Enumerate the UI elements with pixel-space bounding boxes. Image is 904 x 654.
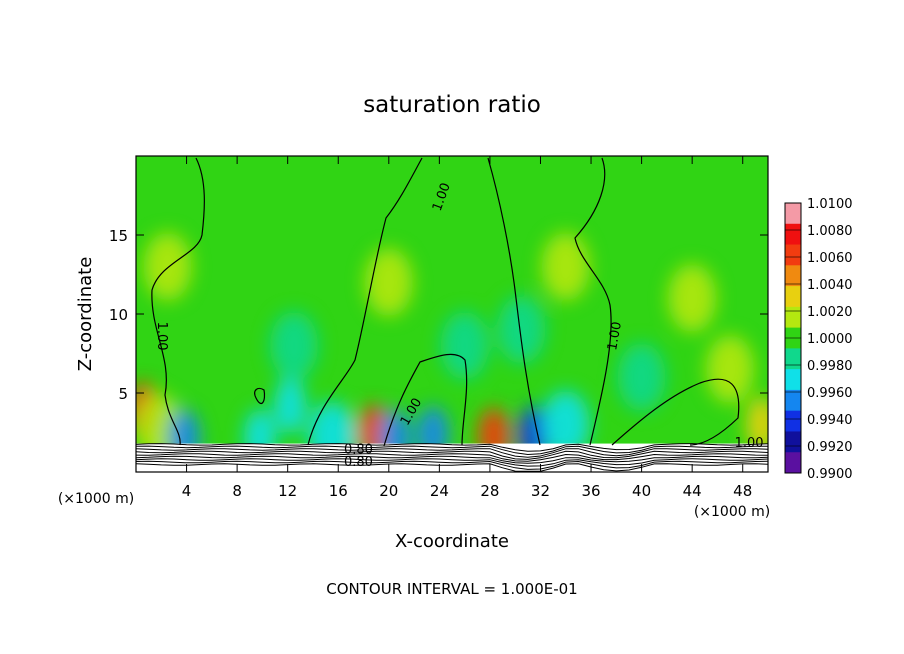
field-anomaly xyxy=(440,311,489,380)
colorbar-swatch xyxy=(785,452,801,474)
colorbar: 1.0100 1.0080 1.0060 1.0040 1.0020 1.0000 0.99… xyxy=(784,197,853,482)
terrain-contour xyxy=(136,450,768,460)
chart-title: saturation ratio xyxy=(363,92,541,118)
colorbar-swatch xyxy=(785,286,801,308)
contour-line xyxy=(487,157,541,446)
x-tick-label: 24 xyxy=(430,482,449,500)
contour-line xyxy=(151,157,205,446)
colorbar-label: 1.0020 xyxy=(807,305,853,320)
colorbar-label: 1.0080 xyxy=(807,224,853,239)
colorbar-swatch xyxy=(785,369,801,391)
colorbar-swatch xyxy=(785,410,801,432)
x-tick-label: 32 xyxy=(531,482,550,500)
plot-area: 1.001.001.001.001.000.800.80 xyxy=(136,156,768,472)
x-tick-label: 36 xyxy=(581,482,600,500)
field-anomaly xyxy=(668,264,717,333)
terrain-contour xyxy=(136,460,768,470)
x-axis: 4 8 12 16 20 24 28 32 36 40 44 48 xyxy=(182,156,752,500)
colorbar-swatch xyxy=(785,203,801,225)
terrain-layer xyxy=(136,443,768,472)
contour-label: 1.00 xyxy=(605,321,625,352)
colorbar-label: 1.0040 xyxy=(807,278,853,293)
contour-line xyxy=(383,353,468,447)
colorbar-swatch xyxy=(785,223,801,246)
y-axis: 5 10 15 xyxy=(109,227,768,403)
x-tick-label: 28 xyxy=(480,482,499,500)
x-unit-label-left: (×1000 m) xyxy=(58,491,134,507)
plot-background xyxy=(136,156,768,472)
contour-label: 0.80 xyxy=(344,442,373,457)
contour-label: 1.00 xyxy=(154,322,169,351)
x-axis-title: X-coordinate xyxy=(395,531,509,552)
colorbar-label: 1.0000 xyxy=(807,332,853,347)
contour-label: 1.00 xyxy=(735,436,764,451)
x-unit-label-right: (×1000 m) xyxy=(694,504,770,520)
y-tick-label: 15 xyxy=(109,227,128,245)
colorbar-swatch xyxy=(785,306,801,329)
contour-line xyxy=(307,157,423,446)
contour-interval-footer: CONTOUR INTERVAL = 1.000E-01 xyxy=(326,580,577,598)
x-tick-label: 16 xyxy=(329,482,348,500)
colorbar-label: 1.0100 xyxy=(807,197,853,212)
field-anomaly xyxy=(541,390,590,459)
x-tick-label: 40 xyxy=(632,482,651,500)
terrain-contour xyxy=(136,453,768,462)
contour-lines xyxy=(151,157,740,447)
terrain-contour xyxy=(136,463,768,472)
colorbar-swatch xyxy=(785,348,801,370)
colorbar-label: 0.9940 xyxy=(807,413,853,428)
field-anomaly xyxy=(143,232,192,301)
contour-line xyxy=(574,157,612,446)
colorbar-swatch xyxy=(785,389,801,412)
colorbar-label: 0.9920 xyxy=(807,440,853,455)
field-anomaly xyxy=(364,248,413,317)
y-axis-title: Z-coordinate xyxy=(75,257,96,372)
colorbar-label: 1.0060 xyxy=(807,251,853,266)
contour-line xyxy=(611,378,740,446)
contour-label: 0.80 xyxy=(344,455,373,470)
y-tick-label: 10 xyxy=(109,306,128,324)
terrain-contour xyxy=(136,443,768,452)
x-tick-label: 12 xyxy=(278,482,297,500)
colorbar-swatch xyxy=(785,265,801,287)
colorbar-label: 0.9980 xyxy=(807,359,853,374)
colorbar-swatch xyxy=(785,244,801,266)
x-tick-label: 8 xyxy=(232,482,242,500)
field-anomaly xyxy=(706,335,755,404)
colorbar-label: 0.9960 xyxy=(807,386,853,401)
field-anomaly xyxy=(497,295,546,364)
terrain-contour xyxy=(136,445,768,456)
x-tick-label: 20 xyxy=(379,482,398,500)
terrain-contour xyxy=(136,455,768,464)
terrain-contour xyxy=(136,448,768,458)
contour-line xyxy=(254,387,266,404)
terrain-contour xyxy=(136,458,768,467)
field-anomaly xyxy=(274,377,307,434)
x-tick-label: 4 xyxy=(182,482,192,500)
field-anomaly xyxy=(617,343,666,412)
field-anomaly xyxy=(270,311,318,380)
colorbar-swatch xyxy=(785,431,801,453)
field-anomaly xyxy=(541,232,590,301)
x-tick-label: 48 xyxy=(733,482,752,500)
colorbar-label: 0.9900 xyxy=(807,467,853,482)
x-tick-label: 44 xyxy=(683,482,702,500)
y-tick-label: 5 xyxy=(118,385,128,403)
field-anomaly xyxy=(745,396,768,453)
